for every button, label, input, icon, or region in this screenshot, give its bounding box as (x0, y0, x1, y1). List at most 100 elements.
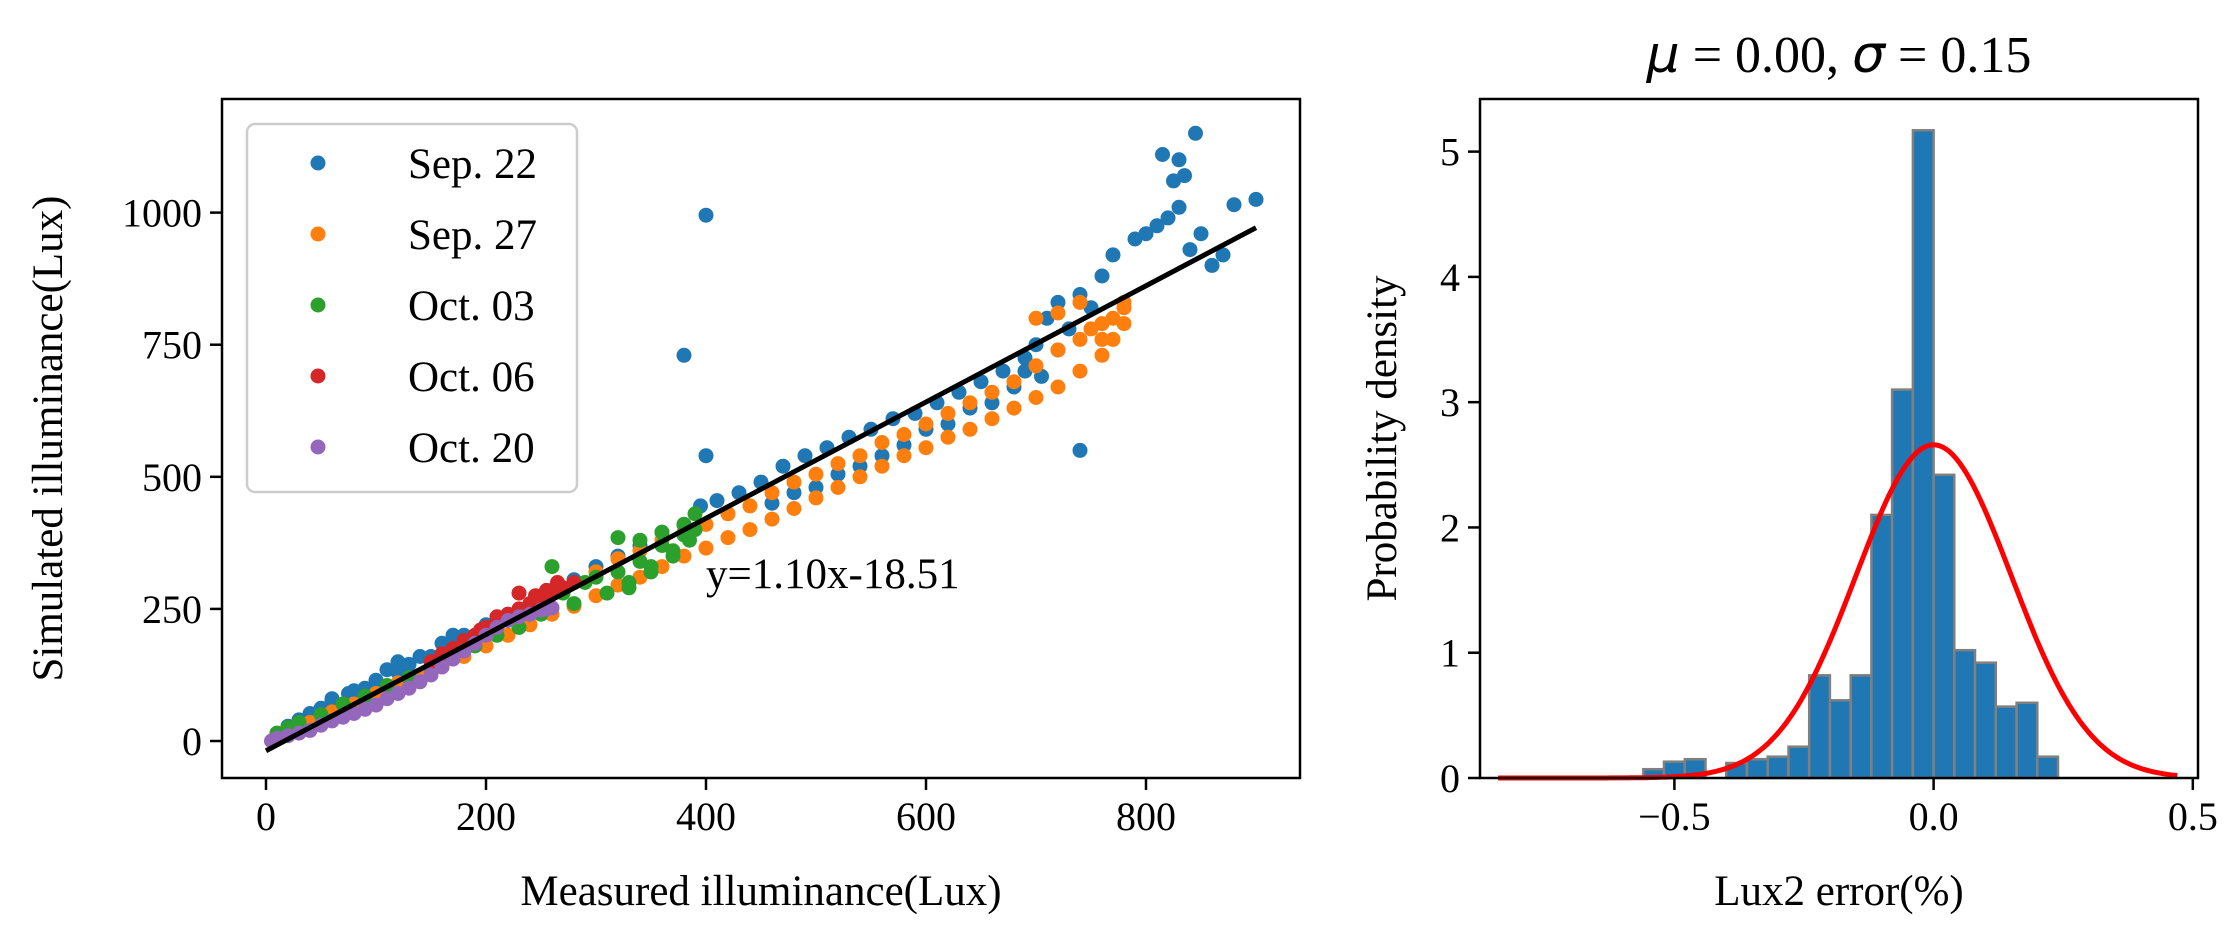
x-tick-label: 200 (456, 794, 516, 839)
scatter-point-series-1 (1072, 363, 1088, 379)
histogram-x-ticks: −0.5 0.0 0.5 (1638, 778, 2218, 839)
scatter-point-series-0 (1248, 191, 1264, 207)
histogram-bar (1870, 513, 1894, 780)
scatter-point-series-1 (896, 448, 912, 464)
title-mu-value: = 0.00, (1680, 27, 1852, 84)
scatter-point-series-3 (539, 582, 554, 598)
scatter-point-series-1 (896, 427, 912, 442)
y-tick-label: 0 (1440, 756, 1460, 801)
x-tick-label: −0.5 (1638, 794, 1711, 839)
scatter-point-series-1 (1050, 305, 1066, 321)
scatter-point-series-0 (1171, 199, 1187, 215)
scatter-point-series-0 (786, 485, 802, 501)
scatter-point-series-2 (643, 564, 659, 580)
scatter-point-series-0 (874, 448, 890, 464)
scatter-point-series-1 (852, 469, 868, 485)
scatter-point-series-0 (940, 416, 956, 432)
scatter-point-series-4 (423, 667, 439, 683)
scatter-point-series-0 (1215, 247, 1231, 263)
scatter-point-series-1 (1050, 342, 1066, 358)
scatter-point-series-0 (709, 493, 725, 509)
scatter-point-series-0 (764, 495, 780, 511)
scatter-point-series-2 (654, 524, 670, 540)
scatter-point-series-0 (698, 448, 714, 464)
histogram-bar (1953, 648, 1977, 780)
scatter-point-series-0 (1072, 442, 1088, 458)
scatter-point-series-2 (682, 532, 697, 548)
scatter-point-series-1 (1072, 331, 1088, 347)
scatter-point-series-1 (764, 511, 780, 527)
scatter-point-series-0 (1160, 210, 1176, 226)
scatter-point-series-0 (1155, 147, 1170, 162)
histogram-bar (1932, 473, 1956, 780)
histogram-bar (1973, 661, 1998, 780)
fit-line (264, 225, 1258, 754)
scatter-point-series-0 (1182, 242, 1198, 258)
scatter-point-series-1 (1072, 294, 1088, 310)
y-tick-label: 1 (1440, 631, 1460, 676)
scatter-point-series-0 (1094, 268, 1110, 284)
scatter-point-series-1 (940, 429, 956, 445)
histogram-y-ticks: 0 1 2 3 4 5 (1440, 130, 1480, 801)
y-tick-label: 2 (1440, 505, 1460, 550)
histogram-chart: −0.5 0.0 0.5 0 1 2 3 4 5 Lux2 error(%) Probabil… (1359, 25, 2218, 915)
title-sigma-value: = 0.15 (1885, 27, 2031, 84)
scatter-point-series-1 (786, 474, 802, 490)
scatter-point-series-1 (1028, 310, 1044, 326)
histogram-y-axis-label: Probability density (1359, 275, 1406, 602)
legend-marker (310, 155, 326, 171)
scatter-point-series-0 (1188, 125, 1203, 141)
scatter-point-series-4 (401, 680, 417, 696)
scatter-point-series-0 (775, 458, 791, 474)
scatter-point-series-1 (1006, 400, 1022, 416)
x-tick-label: 400 (676, 794, 736, 839)
scatter-point-series-0 (1105, 247, 1121, 263)
scatter-point-series-1 (918, 416, 934, 432)
scatter-point-series-0 (1149, 218, 1165, 234)
x-tick-label: 600 (896, 794, 956, 839)
scatter-point-series-3 (511, 585, 527, 601)
scatter-point-series-1 (786, 501, 802, 516)
y-tick-label: 0 (182, 719, 202, 764)
x-tick-label: 0 (256, 794, 276, 839)
scatter-point-series-1 (830, 479, 846, 495)
scatter-point-series-0 (676, 347, 692, 363)
scatter-point-series-1 (742, 522, 758, 538)
scatter-point-series-1 (918, 440, 934, 456)
scatter-point-series-2 (544, 559, 560, 575)
scatter-point-series-2 (566, 596, 582, 612)
scatter-point-series-2 (632, 532, 648, 548)
scatter-point-series-1 (962, 421, 978, 437)
histogram-bar (1849, 674, 1873, 780)
scatter-point-series-1 (1094, 347, 1110, 363)
fit-line-layer (264, 225, 1258, 754)
y-tick-label: 5 (1440, 130, 1460, 175)
legend-marker (310, 439, 326, 455)
scatter-point-series-1 (764, 485, 780, 501)
scatter-point-series-0 (1204, 257, 1220, 273)
y-tick-label: 4 (1440, 255, 1460, 300)
histogram-bar (1745, 757, 1769, 780)
scatter-point-series-1 (1006, 374, 1022, 390)
scatter-point-series-2 (291, 715, 307, 730)
scatter-point-series-1 (1028, 358, 1044, 374)
title-mu-symbol: μ (1646, 25, 1680, 85)
scatter-point-series-0 (390, 654, 406, 670)
scatter-point-series-1 (1028, 390, 1044, 405)
scatter-point-series-1 (852, 448, 868, 464)
scatter-point-series-1 (698, 540, 714, 556)
histogram-bar (1890, 388, 1915, 780)
scatter-point-series-0 (1193, 226, 1209, 242)
histogram-bars (1642, 129, 2060, 780)
scatter-point-series-1 (1083, 321, 1099, 337)
scatter-point-series-0 (830, 466, 846, 482)
scatter-y-ticks: 0 250 500 750 1000 (122, 191, 222, 764)
scatter-point-series-1 (1094, 331, 1110, 347)
histogram-bar (1994, 705, 2018, 780)
y-tick-label: 500 (142, 455, 202, 500)
scatter-point-series-4 (412, 674, 428, 690)
scatter-point-series-0 (808, 479, 824, 495)
histogram-x-axis-label: Lux2 error(%) (1714, 868, 1964, 915)
x-tick-label: 0.5 (2168, 794, 2218, 839)
scatter-point-series-1 (808, 490, 824, 506)
